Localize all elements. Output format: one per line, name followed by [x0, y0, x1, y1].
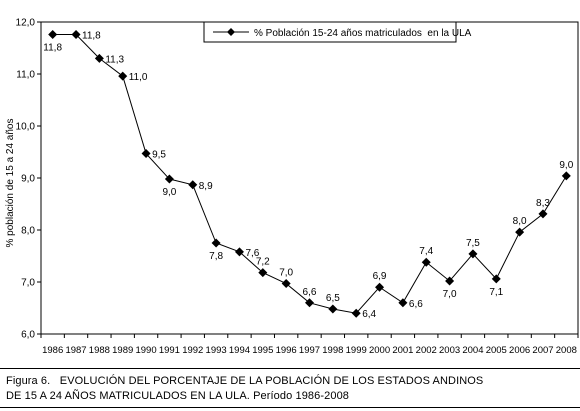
data-point: [561, 171, 571, 181]
data-label: 8,0: [513, 216, 527, 227]
x-tick-label: 1991: [159, 345, 180, 356]
caption-top-rule: [0, 368, 580, 369]
data-label: 11,0: [129, 72, 148, 83]
data-label: 11,8: [82, 30, 101, 41]
data-point: [468, 249, 478, 259]
data-label: 6,6: [303, 287, 317, 298]
data-label: 8,9: [199, 181, 213, 192]
x-axis: 1986 1987 1988 1989 1990 1991 1992 1993 1994 1995…: [40, 334, 579, 356]
legend-label: % Población 15-24 años matriculados en l…: [254, 28, 472, 39]
data-point: [234, 247, 244, 257]
data-label: 6,4: [362, 309, 376, 320]
data-label: 8,3: [536, 198, 550, 209]
data-point: [515, 227, 525, 237]
caption-line-2: DE 15 A 24 AÑOS MATRICULADOS EN LA ULA. …: [6, 390, 349, 402]
x-tick-label: 2005: [486, 345, 507, 356]
y-tick-label: 8,0: [21, 226, 35, 237]
y-axis: 6,0 7,0 8,0 9,0 10,0 11,0 12,0: [16, 18, 41, 341]
caption-line-1: Figura 6. EVOLUCIÓN DEL PORCENTAJE DE LA…: [6, 375, 484, 387]
x-tick-label: 2003: [439, 345, 460, 356]
x-tick-label: 2002: [416, 345, 437, 356]
data-point: [445, 276, 455, 286]
y-tick-label: 6,0: [21, 330, 35, 341]
data-point: [421, 257, 431, 267]
x-tick-label: 1992: [182, 345, 203, 356]
data-point: [141, 149, 151, 159]
data-label: 7,4: [419, 246, 433, 257]
x-tick-label: 1989: [112, 345, 133, 356]
data-label: 6,9: [373, 271, 387, 282]
data-point: [118, 71, 128, 81]
y-axis-label: % población de 15 a 24 años: [5, 119, 16, 248]
data-label: 7,2: [256, 257, 270, 268]
x-tick-label: 1988: [89, 345, 110, 356]
figure-caption: Figura 6. EVOLUCIÓN DEL PORCENTAJE DE LA…: [6, 374, 483, 404]
legend-box: [203, 21, 457, 43]
x-tick-label: 1986: [42, 345, 63, 356]
x-tick-label: 1993: [206, 345, 227, 356]
data-label: 7,8: [209, 251, 223, 262]
data-point: [328, 304, 338, 314]
x-tick-label: 1987: [65, 345, 86, 356]
legend-marker: [227, 28, 235, 36]
y-tick-label: 12,0: [16, 18, 36, 29]
data-point: [305, 298, 314, 308]
data-point: [351, 308, 361, 318]
x-tick-label: 1995: [252, 345, 273, 356]
data-label: 11,8: [43, 42, 62, 53]
x-tick-label: 2000: [369, 345, 390, 356]
data-point: [94, 53, 104, 63]
data-label: 9,5: [152, 150, 166, 161]
x-tick-label: 2008: [556, 345, 577, 356]
data-label: 11,3: [105, 54, 124, 65]
x-tick-label: 2004: [462, 345, 483, 356]
y-tick-label: 9,0: [21, 174, 35, 185]
y-tick-label: 10,0: [16, 122, 36, 133]
data-label: 6,5: [326, 293, 340, 304]
x-tick-label: 1998: [322, 345, 343, 356]
data-label: 6,6: [409, 299, 423, 310]
data-point: [48, 29, 58, 39]
y-tick-label: 11,0: [16, 70, 35, 81]
series-layer: 11,8 11,8 11,3 11,0 9,5 9,0 8,9 7,8 7,67,2 7,0 6,6…: [43, 29, 574, 320]
data-label: 9,0: [162, 187, 176, 198]
data-label: 7,6: [245, 248, 259, 259]
x-tick-label: 1996: [276, 345, 297, 356]
x-tick-label: 1997: [299, 345, 320, 356]
x-tick-label: 1994: [229, 345, 250, 356]
data-label: 9,0: [559, 160, 573, 171]
x-tick-label: 2007: [532, 345, 553, 356]
x-tick-label: 1999: [346, 345, 367, 356]
x-tick-label: 2001: [392, 345, 413, 356]
data-label: 7,5: [466, 238, 480, 249]
data-point: [281, 279, 291, 289]
data-point: [491, 274, 501, 284]
data-point: [71, 29, 81, 39]
y-tick-label: 7,0: [21, 278, 35, 289]
data-point: [375, 282, 385, 292]
data-point: [538, 209, 548, 219]
data-label: 7,0: [443, 289, 457, 300]
data-point: [258, 268, 268, 278]
data-point: [164, 174, 174, 184]
line-chart: 6,0 7,0 8,0 9,0 10,0 11,0 12,0 1986 1987 1988 198…: [5, 18, 579, 356]
data-point: [211, 238, 221, 248]
legend: % Población 15-24 años matriculados en l…: [203, 21, 472, 43]
x-tick-label: 1990: [135, 345, 156, 356]
data-point: [188, 180, 198, 190]
caption-bottom-rule: [0, 407, 580, 408]
x-tick-label: 2006: [509, 345, 530, 356]
data-label: 7,0: [279, 268, 293, 279]
data-point: [398, 298, 408, 308]
data-label: 7,1: [489, 287, 503, 298]
